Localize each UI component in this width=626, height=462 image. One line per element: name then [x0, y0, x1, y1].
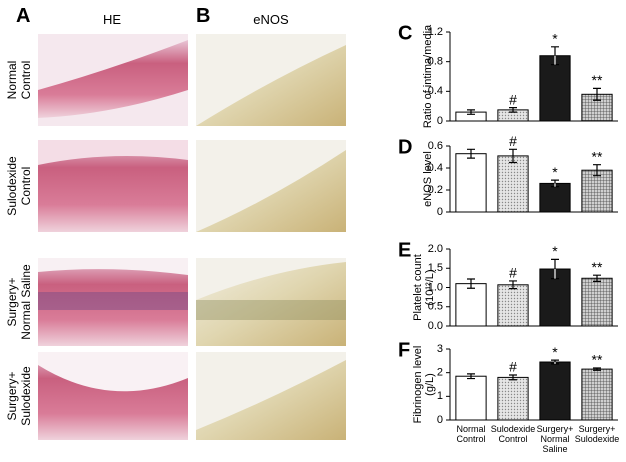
significance-mark: ** — [592, 72, 603, 88]
error-bar — [593, 87, 601, 101]
bar — [581, 368, 613, 421]
y-tick-label: 0.8 — [428, 56, 443, 68]
error-bar — [509, 374, 517, 381]
row-label: NormalControl — [5, 61, 33, 100]
y-tick-label: 0.0 — [428, 320, 443, 332]
significance-mark: ** — [592, 259, 603, 275]
y-axis-label: eNOS level — [422, 151, 434, 207]
bar — [497, 284, 529, 327]
y-tick-label: 2.0 — [428, 243, 443, 255]
bar — [497, 155, 529, 213]
bar — [539, 55, 571, 122]
y-tick-label: 0.4 — [428, 85, 443, 97]
significance-mark: # — [509, 91, 517, 107]
error-bar — [593, 274, 601, 282]
x-tick-label: Sulodexide Control — [491, 424, 536, 444]
panel-letter: D — [398, 136, 412, 158]
significance-mark: # — [509, 265, 517, 281]
row-label: Surgery+Normal Saline — [5, 264, 33, 340]
error-bar — [593, 164, 601, 177]
significance-mark: * — [552, 243, 558, 259]
y-tick-label: 1.2 — [428, 26, 443, 38]
x-tick-label: Normal Control — [456, 424, 485, 444]
row-label: Surgery+Sulodexide — [5, 366, 33, 426]
error-bar — [467, 373, 475, 380]
significance-mark: # — [509, 133, 517, 149]
bar — [455, 153, 487, 213]
significance-mark: ** — [592, 148, 603, 164]
significance-mark: * — [552, 164, 558, 180]
bar — [539, 182, 571, 213]
significance-mark: * — [552, 344, 558, 360]
y-tick-label: 1.0 — [428, 281, 443, 293]
y-tick-label: 0 — [437, 115, 443, 127]
row-label: SulodexideControl — [5, 156, 33, 216]
error-bar — [509, 107, 517, 113]
y-tick-label: 0.6 — [428, 140, 443, 152]
error-bar — [467, 109, 475, 115]
y-axis-label: Ratio of intima/media — [422, 24, 434, 128]
significance-mark: ** — [592, 352, 603, 368]
bar — [581, 277, 613, 327]
y-tick-label: 0.5 — [428, 301, 443, 313]
y-tick-label: 0 — [437, 206, 443, 218]
error-bar — [509, 280, 517, 290]
error-bar — [509, 148, 517, 164]
error-bar — [467, 148, 475, 159]
bar — [455, 375, 487, 421]
y-tick-label: 3 — [437, 343, 443, 355]
y-tick-label: 0 — [437, 414, 443, 426]
significance-mark: # — [509, 359, 517, 375]
bar — [455, 283, 487, 327]
y-tick-label: 2 — [437, 367, 443, 379]
significance-mark: * — [552, 31, 558, 47]
y-axis-label: Platelet count(10¹²/L) — [412, 254, 436, 321]
error-bar — [593, 367, 601, 371]
panel-letter: E — [398, 239, 411, 261]
panel-letter: B — [196, 5, 210, 27]
bar — [581, 169, 613, 213]
column-title: eNOS — [253, 12, 289, 27]
y-axis-label: Fibrinogen level(g/L) — [412, 346, 436, 424]
histology-images — [38, 34, 346, 440]
x-tick-label: Surgery+ Normal Saline — [537, 424, 574, 454]
y-tick-label: 1 — [437, 390, 443, 402]
y-tick-label: 0.4 — [428, 162, 443, 174]
panel-letter: A — [16, 5, 30, 27]
bar — [539, 361, 571, 421]
y-tick-label: 0.2 — [428, 184, 443, 196]
y-tick-label: 1.5 — [428, 262, 443, 274]
panel-letter: F — [398, 339, 410, 361]
error-bar — [467, 278, 475, 289]
bar — [497, 376, 529, 421]
panel-letter: C — [398, 22, 412, 44]
x-tick-label: Surgery+ Sulodexide — [575, 424, 620, 444]
column-title: HE — [103, 12, 121, 27]
